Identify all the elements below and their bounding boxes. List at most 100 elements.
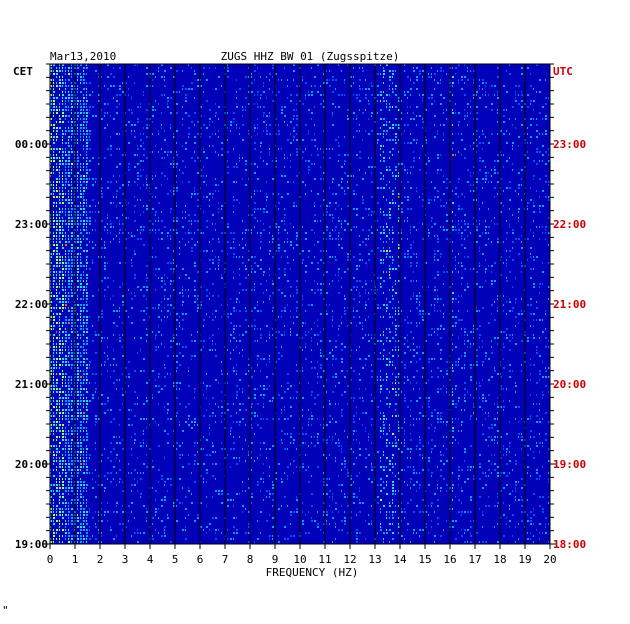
spectrogram-cell xyxy=(59,211,61,213)
spectrogram-cell xyxy=(416,142,417,144)
spectrogram-cell xyxy=(503,115,505,117)
spectrogram-cell xyxy=(287,280,289,282)
spectrogram-cell xyxy=(416,106,418,108)
spectrogram-cell xyxy=(359,124,360,126)
spectrogram-cell xyxy=(77,265,79,267)
spectrogram-cell xyxy=(416,325,418,327)
spectrogram-cell xyxy=(503,295,504,297)
spectrogram-cell xyxy=(50,415,52,417)
spectrogram-cell xyxy=(50,148,52,150)
spectrogram-cell xyxy=(116,112,118,114)
spectrogram-cell xyxy=(221,373,223,375)
spectrogram-cell xyxy=(209,193,211,195)
spectrogram-cell xyxy=(479,325,481,327)
spectrogram-cell xyxy=(77,370,79,372)
spectrogram-cell xyxy=(329,187,330,189)
spectrogram-cell xyxy=(59,274,60,276)
spectrogram-cell xyxy=(158,307,159,309)
spectrogram-cell xyxy=(416,382,417,384)
spectrogram-cell xyxy=(98,289,99,291)
spectrogram-cell xyxy=(146,307,148,309)
spectrogram-cell xyxy=(65,415,67,417)
spectrogram-cell xyxy=(338,268,340,270)
spectrogram-cell xyxy=(371,376,373,378)
spectrogram-cell xyxy=(470,268,471,270)
spectrogram-cell xyxy=(413,253,415,255)
spectrogram-cell xyxy=(389,271,390,273)
spectrogram-cell xyxy=(389,157,390,159)
spectrogram-cell xyxy=(53,85,54,87)
spectrogram-cell xyxy=(335,193,337,195)
spectrogram-cell xyxy=(545,310,546,312)
spectrogram-cell xyxy=(503,409,504,411)
spectrogram-cell xyxy=(56,250,58,252)
spectrogram-cell xyxy=(104,289,106,291)
spectrogram-cell xyxy=(80,274,82,276)
spectrogram-cell xyxy=(80,286,82,288)
spectrogram-cell xyxy=(419,304,420,306)
spectrogram-cell xyxy=(266,130,268,132)
spectrogram-cell xyxy=(527,67,529,69)
spectrogram-cell xyxy=(155,346,157,348)
spectrogram-cell xyxy=(287,139,289,141)
spectrogram-cell xyxy=(71,418,73,420)
spectrogram-cell xyxy=(176,187,178,189)
spectrogram-cell xyxy=(194,97,195,99)
spectrogram-cell xyxy=(278,133,280,135)
spectrogram-cell xyxy=(311,415,313,417)
spectrogram-cell xyxy=(257,133,258,135)
spectrogram-cell xyxy=(86,127,87,129)
spectrogram-cell xyxy=(428,358,430,360)
spectrogram-cell xyxy=(215,310,217,312)
spectrogram-cell xyxy=(500,331,502,333)
spectrogram-cell xyxy=(257,118,258,120)
spectrogram-cell xyxy=(116,364,117,366)
spectrogram-cell xyxy=(236,391,238,393)
spectrogram-cell xyxy=(377,340,379,342)
spectrogram-cell xyxy=(158,325,159,327)
spectrogram-cell xyxy=(458,196,459,198)
spectrogram-cell xyxy=(116,94,118,96)
spectrogram-cell xyxy=(77,298,78,300)
spectrogram-cell xyxy=(86,337,88,339)
spectrogram-cell xyxy=(212,295,214,297)
spectrogram-cell xyxy=(290,406,292,408)
spectrogram-cell xyxy=(134,130,135,132)
spectrogram-cell xyxy=(437,196,439,198)
spectrogram-cell xyxy=(50,427,52,429)
spectrogram-cell xyxy=(50,388,52,390)
spectrogram-cell xyxy=(497,172,499,174)
spectrogram-cell xyxy=(356,286,358,288)
spectrogram-cell xyxy=(263,112,265,114)
spectrogram-cell xyxy=(371,166,373,168)
spectrogram-cell xyxy=(101,340,102,342)
spectrogram-cell xyxy=(398,325,400,327)
spectrogram-cell xyxy=(344,193,346,195)
spectrogram-cell xyxy=(395,283,396,285)
spectrogram-cell xyxy=(245,310,247,312)
spectrogram-cell xyxy=(443,226,444,228)
spectrogram-cell xyxy=(86,211,87,213)
spectrogram-cell xyxy=(392,295,393,297)
spectrogram-cell xyxy=(350,379,352,381)
spectrogram-cell xyxy=(314,292,316,294)
spectrogram-cell xyxy=(137,286,139,288)
spectrogram-cell xyxy=(194,397,195,399)
spectrogram-cell xyxy=(209,427,210,429)
spectrogram-cell xyxy=(479,79,480,81)
spectrogram-cell xyxy=(56,106,57,108)
spectrogram-cell xyxy=(509,370,511,372)
spectrogram-cell xyxy=(290,415,292,417)
spectrogram-cell xyxy=(89,109,90,111)
spectrogram-cell xyxy=(335,202,337,204)
spectrogram-cell xyxy=(371,232,373,234)
spectrogram-cell xyxy=(137,184,138,186)
spectrogram-cell xyxy=(62,211,63,213)
spectrogram-cell xyxy=(392,256,393,258)
spectrogram-cell xyxy=(65,103,66,105)
spectrogram-cell xyxy=(209,118,211,120)
spectrogram-cell xyxy=(302,139,304,141)
spectrogram-cell xyxy=(320,148,321,150)
spectrogram-cell xyxy=(56,373,57,375)
spectrogram-cell xyxy=(368,208,370,210)
